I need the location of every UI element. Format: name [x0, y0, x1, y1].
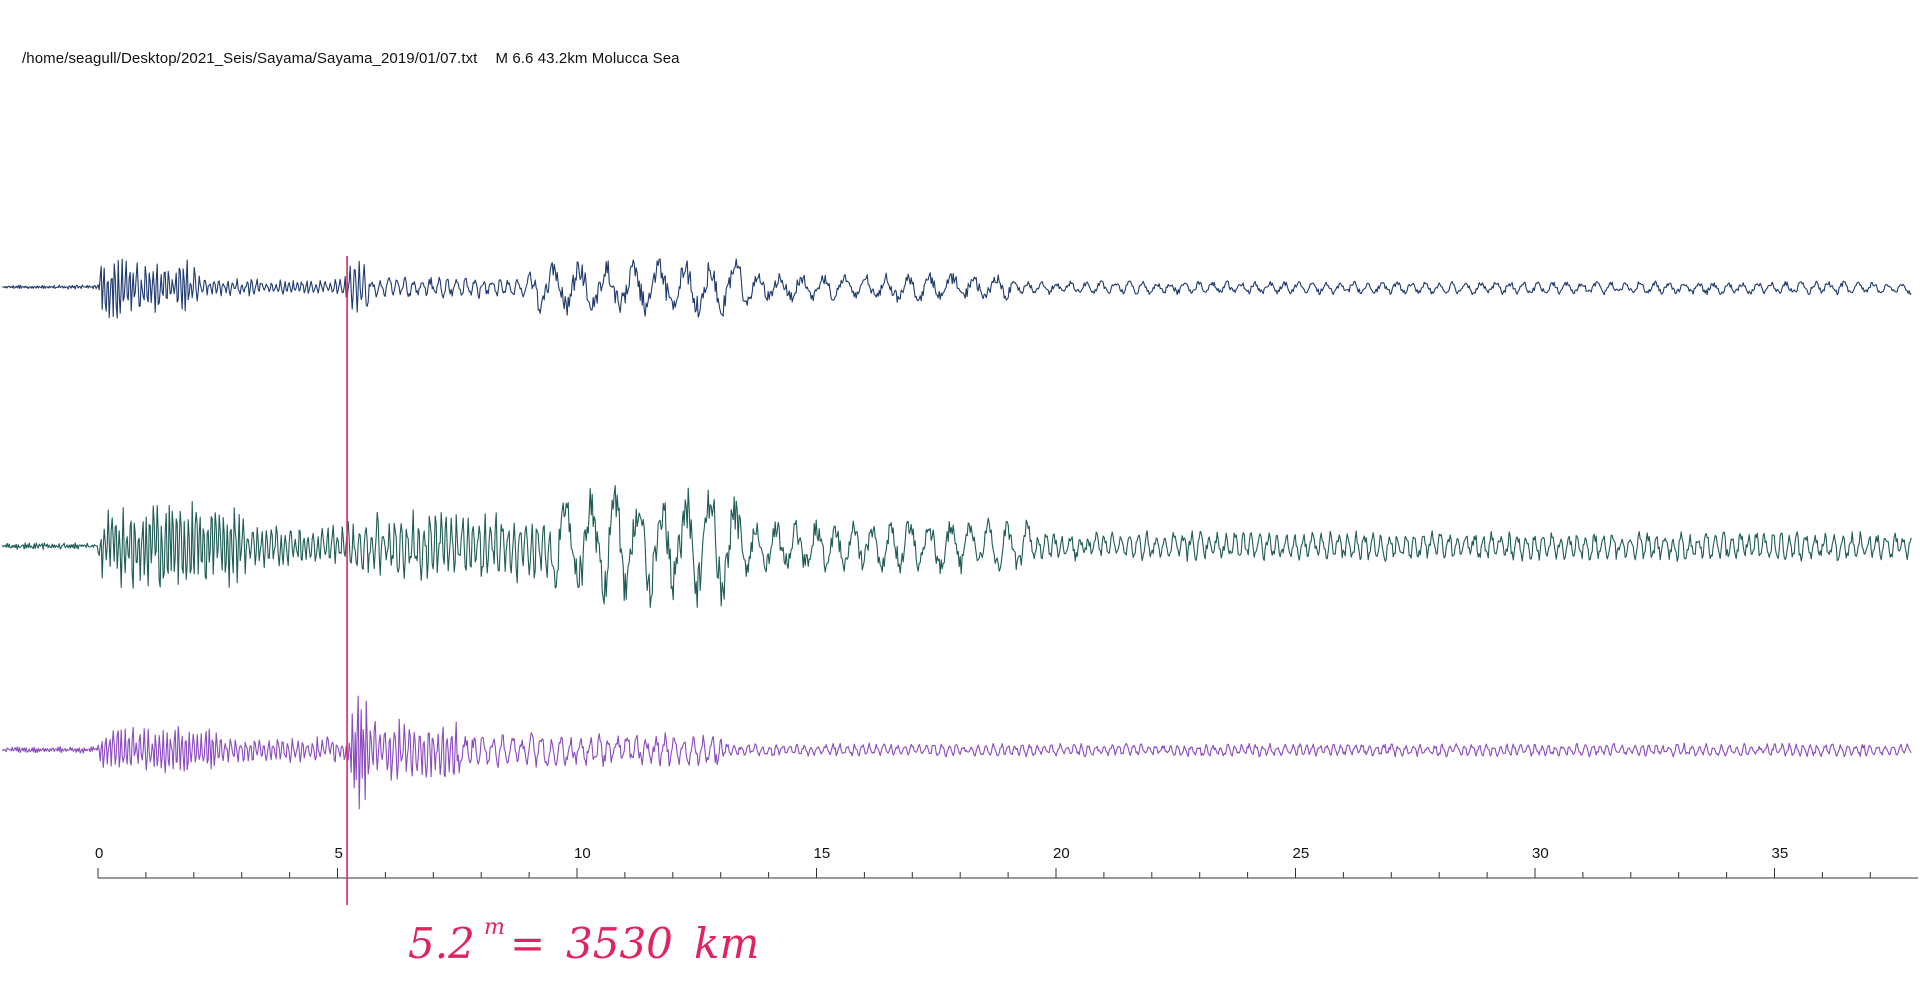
tick-label: 10	[574, 845, 591, 862]
seismic-trace-2	[1, 485, 1912, 609]
time-axis: 0 5 10 15 20 25 30 35	[95, 845, 1918, 879]
file-header: /home/seagull/Desktop/2021_Seis/Sayama/S…	[22, 50, 680, 67]
annotation-equals: =	[510, 919, 545, 968]
traces-group	[1, 258, 1912, 810]
tick-label: 30	[1532, 845, 1549, 862]
tick-label: 5	[335, 845, 343, 862]
event-info: M 6.6 43.2km Molucca Sea	[495, 50, 680, 67]
annotation-time-unit: m	[484, 915, 505, 940]
annotation-distance: 3530	[566, 919, 673, 968]
file-path: /home/seagull/Desktop/2021_Seis/Sayama/S…	[22, 50, 478, 67]
tick-label: 35	[1772, 845, 1789, 862]
annotation-distance-unit: km	[694, 919, 759, 968]
tick-label: 15	[814, 845, 831, 862]
seismic-trace-1	[2, 258, 1912, 319]
seismic-trace-3	[1, 695, 1912, 810]
handwritten-annotation: 5.2 m = 3530 km	[408, 915, 759, 968]
tick-label: 20	[1053, 845, 1070, 862]
tick-label: 25	[1293, 845, 1310, 862]
tick-label: 0	[95, 845, 103, 862]
annotation-time: 5.2	[408, 919, 475, 968]
